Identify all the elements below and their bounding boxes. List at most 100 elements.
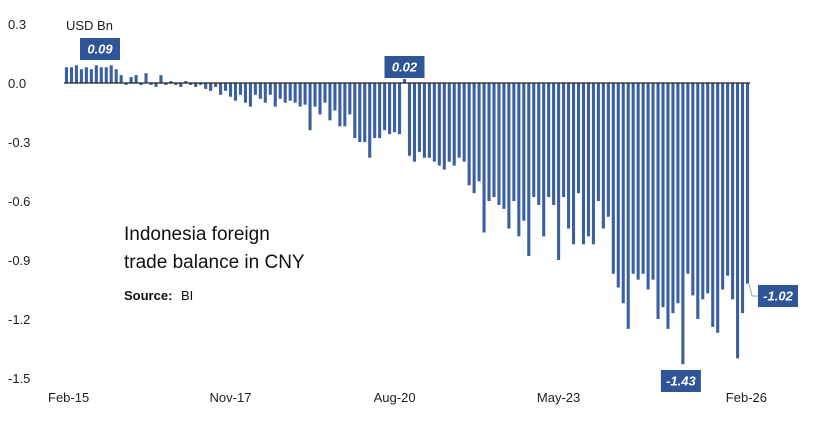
bar	[586, 83, 590, 237]
bar	[169, 81, 173, 83]
y-tick-label: -0.9	[8, 253, 30, 268]
bar	[626, 83, 630, 329]
bar	[248, 83, 252, 107]
bar	[482, 83, 486, 233]
bar	[432, 83, 436, 162]
bar	[298, 83, 302, 107]
bar	[402, 79, 407, 83]
bar	[467, 83, 471, 186]
bar	[601, 83, 605, 229]
bar	[378, 83, 382, 139]
bar	[686, 83, 690, 274]
callout-box	[758, 285, 798, 307]
bar	[571, 83, 576, 245]
bar	[393, 83, 397, 133]
bar	[189, 83, 193, 85]
bar	[557, 83, 561, 260]
bar	[522, 83, 526, 221]
bar	[497, 83, 501, 205]
bar	[721, 83, 725, 290]
bar	[333, 83, 337, 111]
callout-leader-line	[748, 283, 758, 297]
bar	[472, 83, 476, 194]
bar	[576, 83, 581, 194]
bar	[174, 83, 178, 85]
bar	[184, 81, 188, 83]
chart-title-line-1: Indonesia foreign	[124, 224, 270, 245]
callout-box	[80, 38, 120, 60]
bar	[646, 83, 650, 290]
bar	[542, 83, 546, 237]
bar	[716, 83, 720, 333]
bar	[651, 83, 655, 280]
bar	[457, 83, 461, 158]
callout-label: -1.43	[666, 374, 696, 389]
bar	[462, 83, 466, 162]
bar	[318, 83, 322, 115]
bar	[691, 83, 695, 296]
x-axis-ticks: Feb-15 Nov-17 Aug-20 May-23 Feb-26	[48, 390, 767, 405]
callout-label: -1.02	[763, 289, 793, 304]
bar	[253, 83, 257, 95]
bar	[512, 83, 516, 201]
bar	[567, 83, 571, 229]
bars-group	[64, 65, 750, 365]
x-tick-label: Aug-20	[374, 390, 416, 405]
bar	[412, 83, 416, 162]
bar	[552, 83, 556, 205]
bar	[99, 67, 103, 83]
bar	[477, 83, 481, 182]
bar	[273, 83, 277, 107]
y-tick-label: 0.3	[8, 17, 26, 32]
bar	[596, 83, 600, 201]
bar	[383, 83, 387, 131]
bar	[69, 67, 73, 83]
y-axis-ticks: 0.3 0.0 -0.3 -0.6 -0.9 -1.2 -1.5	[8, 17, 30, 386]
bar	[179, 83, 183, 87]
x-tick-label: Feb-15	[48, 390, 89, 405]
bar	[711, 83, 715, 327]
bar	[701, 83, 705, 300]
bar	[736, 83, 740, 359]
bar	[581, 83, 586, 245]
bar	[338, 83, 342, 127]
chart-title-line-2: trade balance in CNY	[124, 252, 305, 273]
bar	[358, 83, 362, 142]
bar	[268, 83, 272, 95]
y-tick-label: -0.6	[8, 194, 30, 209]
bar	[731, 83, 735, 300]
bar	[243, 83, 247, 103]
bar	[263, 83, 267, 103]
source-label: Source:	[124, 288, 172, 303]
y-axis-unit-label: USD Bn	[66, 18, 113, 33]
bar	[398, 83, 402, 135]
bar	[671, 83, 675, 314]
bar	[631, 83, 635, 274]
bar	[89, 69, 93, 83]
bar	[681, 83, 685, 365]
bar	[293, 83, 297, 103]
bar	[706, 83, 710, 294]
x-tick-label: May-23	[537, 390, 580, 405]
y-tick-label: -1.2	[8, 312, 30, 327]
bar	[353, 83, 357, 139]
source-value: BI	[181, 288, 193, 303]
y-tick-label: 0.0	[8, 76, 26, 91]
bar	[641, 83, 645, 274]
bar	[527, 83, 531, 257]
bar	[124, 83, 128, 85]
bar	[104, 67, 108, 83]
bar	[368, 83, 372, 158]
bar	[164, 83, 168, 85]
bar	[323, 83, 327, 103]
bar	[616, 83, 620, 288]
bar	[129, 77, 133, 83]
bar	[741, 83, 745, 314]
bar	[532, 83, 536, 198]
bar	[348, 83, 352, 115]
bar	[313, 83, 317, 107]
bar	[656, 83, 660, 319]
bar	[502, 83, 506, 209]
bar	[139, 83, 143, 85]
